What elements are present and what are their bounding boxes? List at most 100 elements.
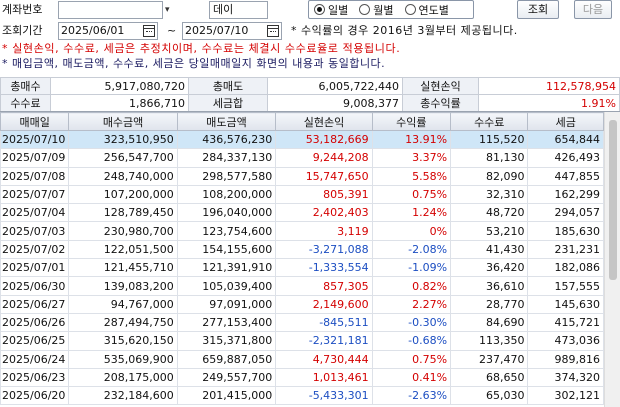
table-row[interactable]: 2025/06/23 208,175,000 249,557,700 1,013,46… [0,367,604,388]
col-header-tax[interactable]: 세금 [527,112,604,131]
period-type-radio-group: 일별 월별 연도별 [308,0,474,19]
table-row[interactable]: 2025/07/10 323,510,950 436,576,230 53,182,6… [0,129,604,150]
trade-grid[interactable]: 매매일 매수금액 매도금액 실현손익 수익률 수수료 세금 2025/07/10… [0,111,620,407]
realized-pl-cell: 15,747,650 [275,166,373,186]
fee-label: 수수료 [0,94,51,112]
next-button[interactable]: 다음 [574,0,612,19]
realized-pl-cell: -845,511 [275,312,373,333]
realized-pl-cell: 4,730,444 [275,349,373,369]
buy-amount-cell: 208,175,000 [68,367,178,388]
tax-cell: 426,493 [527,148,604,168]
tax-cell: 302,121 [527,386,604,406]
query-button[interactable]: 조회 [517,0,559,19]
tax-cell: 294,057 [527,203,604,223]
date-cell: 2025/06/20 [0,386,70,406]
table-row[interactable]: 2025/06/25 315,620,150 315,371,800 -2,321,1… [0,331,604,351]
same-content-notice: * 매입금액, 매도금액, 수수료, 세금은 당일매매일지 화면의 내용과 동일… [2,57,386,70]
scrollbar-thumb[interactable] [609,120,617,280]
account-number-input[interactable] [58,1,163,19]
calendar-icon[interactable] [267,25,279,37]
col-header-buy[interactable]: 매수금액 [68,112,178,131]
table-row[interactable]: 2025/07/09 256,547,700 284,337,130 9,244,20… [0,148,604,168]
sell-amount-cell: 249,557,700 [176,367,277,388]
return-rate-cell: -2.08% [371,239,452,260]
return-rate-cell: -0.68% [371,331,452,351]
period-row: 조회기간 2025/06/01 ~ 2025/07/10 * 수익률의 경우 2… [0,21,620,41]
table-row[interactable]: 2025/06/20 232,184,600 201,415,000 -5,433,3… [0,386,604,406]
buy-amount-cell: 287,494,750 [68,312,178,333]
table-row[interactable]: 2025/07/07 107,200,000 108,200,000 805,391 0… [0,184,604,205]
end-date-value: 2025/07/10 [185,24,249,37]
table-row[interactable]: 2025/06/26 287,494,750 277,153,400 -845,511… [0,312,604,333]
sell-amount-cell: 121,391,910 [176,258,277,278]
table-row[interactable]: 2025/06/27 94,767,000 97,091,000 2,149,600 2… [0,294,604,314]
return-rate-cell: 0% [371,221,452,241]
fee-cell: 36,420 [450,258,529,278]
return-rate-cell: 0.75% [371,349,452,369]
radio-label: 일별 [328,3,349,17]
tax-cell: 447,855 [527,166,604,186]
col-header-pl[interactable]: 실현손익 [275,112,373,131]
date-cell: 2025/07/04 [0,203,70,223]
account-dropdown-icon[interactable]: ▾ [165,5,170,15]
buy-amount-cell: 230,980,700 [68,221,178,241]
total-buy-label: 총매수 [0,77,51,95]
end-date-input[interactable]: 2025/07/10 [182,22,282,40]
realized-pl-cell: 1,013,461 [275,367,373,388]
calendar-icon[interactable] [143,25,155,37]
realized-pl-cell: -2,321,181 [275,331,373,351]
table-row[interactable]: 2025/07/01 121,455,710 121,391,910 -1,333,5… [0,258,604,278]
vertical-scrollbar[interactable] [604,112,620,407]
tax-cell: 162,299 [527,184,604,205]
realized-pl-cell: 2,149,600 [275,294,373,314]
col-header-fee[interactable]: 수수료 [450,112,529,131]
account-name-field[interactable]: 데이 [209,1,268,19]
return-rate-cell: 1.24% [371,203,452,223]
summary-table: 총매수 5,917,080,720 총매도 6,005,722,440 실현손익… [0,77,620,112]
table-row[interactable]: 2025/07/04 128,789,450 196,040,000 2,402,40… [0,203,604,223]
col-header-date[interactable]: 매매일 [0,112,70,131]
fee-cell: 36,610 [450,276,529,296]
tax-cell: 989,816 [527,349,604,369]
date-cell: 2025/06/25 [0,331,70,351]
rate-notice: * 수익률의 경우 2016년 3월부터 제공됩니다. [291,24,518,37]
buy-amount-cell: 121,455,710 [68,258,178,278]
buy-amount-cell: 248,740,000 [68,166,178,186]
tax-sum-label: 세금합 [188,94,268,112]
date-cell: 2025/07/01 [0,258,70,278]
tax-cell: 145,630 [527,294,604,314]
table-row[interactable]: 2025/06/30 139,083,200 105,039,400 857,305 0… [0,276,604,296]
date-cell: 2025/07/02 [0,239,70,260]
buy-amount-cell: 256,547,700 [68,148,178,168]
radio-monthly[interactable]: 월별 [359,2,394,18]
realized-pl-label: 실현손익 [402,77,479,95]
fee-cell: 53,210 [450,221,529,241]
radio-dot-icon [404,4,416,15]
tax-cell: 185,630 [527,221,604,241]
fee-cell: 32,310 [450,184,529,205]
date-range-separator: ~ [167,24,177,37]
col-header-sell[interactable]: 매도금액 [176,112,277,131]
tax-cell: 157,555 [527,276,604,296]
buy-amount-cell: 315,620,150 [68,331,178,351]
top-bar: 계좌번호 ▾ 데이 일별 월별 연도별 조회 다음 [0,0,620,20]
sell-amount-cell: 436,576,230 [176,129,277,150]
realized-pl-cell: 3,119 [275,221,373,241]
table-row[interactable]: 2025/07/08 248,740,000 298,577,580 15,747,6… [0,166,604,186]
period-label: 조회기간 [2,24,43,37]
radio-daily[interactable]: 일별 [314,2,348,18]
fee-cell: 84,690 [450,312,529,333]
sell-amount-cell: 154,155,600 [176,239,277,260]
col-header-rate[interactable]: 수익률 [371,112,452,131]
total-buy-value: 5,917,080,720 [50,77,189,95]
realized-pl-cell: -1,333,554 [275,258,373,278]
table-row[interactable]: 2025/07/02 122,051,500 154,155,600 -3,271,0… [0,239,604,260]
realized-pl-value: 112,578,954 [478,77,620,95]
buy-amount-cell: 128,789,450 [68,203,178,223]
table-row[interactable]: 2025/06/24 535,069,900 659,887,050 4,730,44… [0,349,604,369]
radio-yearly[interactable]: 연도별 [404,2,449,18]
table-row[interactable]: 2025/07/03 230,980,700 123,754,600 3,119 0% 5… [0,221,604,241]
start-date-input[interactable]: 2025/06/01 [58,22,158,40]
sell-amount-cell: 277,153,400 [176,312,277,333]
total-return-label: 총수익률 [402,94,479,112]
